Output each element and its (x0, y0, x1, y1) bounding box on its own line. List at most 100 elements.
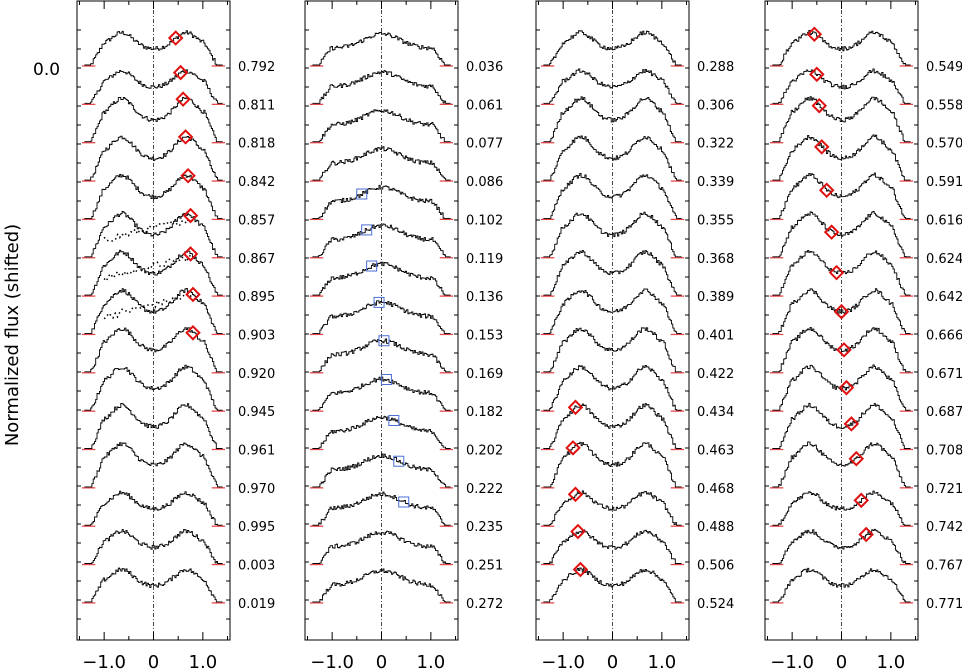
line-profile (543, 288, 682, 334)
phase-label: 0.102 (466, 213, 503, 228)
phase-label: 0.961 (238, 444, 275, 459)
line-profile (543, 490, 682, 526)
peak-square-marker (398, 496, 410, 508)
phase-label: 0.119 (466, 252, 503, 267)
phase-label: 0.288 (697, 60, 734, 75)
peak-diamond-marker (843, 416, 860, 432)
peak-diamond-marker (182, 246, 199, 262)
line-profile (772, 364, 911, 411)
phase-label: 0.368 (697, 252, 734, 267)
peak-square-marker (373, 296, 385, 308)
phase-label: 0.468 (697, 482, 734, 497)
phase-label: 0.077 (466, 137, 503, 152)
line-profile (772, 567, 911, 603)
line-profile (772, 326, 911, 373)
line-profile (543, 96, 682, 143)
phase-label: 0.666 (926, 328, 962, 343)
line-profile (84, 528, 223, 564)
phase-label: 0.970 (238, 482, 275, 497)
line-profile (312, 146, 451, 181)
line-profile (772, 96, 911, 143)
peak-diamond-marker (185, 286, 201, 303)
line-profile (772, 68, 911, 104)
peak-diamond-marker (182, 207, 199, 224)
panels-layer: −1.0 0 1.0 0.792 0.811 0.818 0.842 0.857 0.867 0.… (76, 0, 962, 671)
line-profile (312, 109, 451, 143)
peak-square-marker (393, 455, 405, 467)
x-tick-label: −1.0 (770, 652, 814, 671)
peak-diamond-marker (818, 182, 835, 199)
phase-label: 0.019 (238, 597, 275, 612)
line-profile (543, 365, 682, 411)
line-profile (312, 338, 451, 373)
phase-label: 0.624 (926, 252, 962, 267)
phase-label: 0.945 (238, 405, 275, 420)
phase-label: 0.401 (697, 328, 734, 343)
line-profile (772, 441, 911, 488)
phase-label: 0.792 (238, 60, 275, 75)
phase-label: 0.339 (697, 175, 734, 190)
peak-diamond-marker (828, 264, 845, 281)
line-profile (312, 415, 451, 449)
phase-label: 0.434 (697, 405, 734, 420)
line-profile (312, 31, 451, 66)
peak-diamond-marker (572, 561, 589, 578)
phase-label: 0.463 (697, 444, 734, 459)
line-profile (772, 288, 911, 334)
peak-diamond-marker (570, 523, 586, 540)
phase-label: 0.857 (238, 213, 275, 228)
phase-label: 0.061 (466, 98, 503, 113)
peak-diamond-marker (809, 66, 825, 83)
line-profile (312, 184, 451, 219)
phase-label: 0.235 (466, 520, 503, 535)
peak-diamond-marker (838, 379, 855, 396)
peak-diamond-marker (567, 399, 584, 416)
line-profile (312, 70, 451, 104)
peak-diamond-marker (858, 526, 874, 543)
phase-label: 0.251 (466, 559, 503, 574)
y-axis-label: Normalized flux (shifted) (2, 224, 23, 446)
panel-3: −1.0 0 1.0 0.288 0.306 0.322 0.339 0.355 0.368 0.… (535, 0, 734, 671)
peak-square-marker (361, 224, 373, 236)
line-profile (84, 30, 223, 66)
phase-label: 0.721 (926, 482, 962, 497)
phase-label: 0.671 (926, 367, 962, 382)
line-profile (312, 300, 451, 334)
peak-square-marker (366, 260, 378, 272)
phase-label: 0.153 (466, 328, 503, 343)
line-profile (84, 135, 223, 181)
phase-label: 0.488 (697, 520, 734, 535)
phase-label: 0.570 (926, 137, 962, 152)
phase-label: 0.616 (926, 213, 962, 228)
line-profile (312, 491, 451, 526)
phase-label: 0.086 (466, 175, 503, 190)
phase-label: 0.687 (926, 405, 962, 420)
line-profile (543, 211, 682, 258)
line-profile (84, 490, 223, 526)
line-profile (543, 403, 682, 449)
phase-label: 0.506 (697, 559, 734, 574)
phase-label: 0.036 (466, 60, 503, 75)
dotted-overlay-profile (103, 217, 194, 243)
phase-label: 0.895 (238, 290, 275, 305)
x-tick-label: −1.0 (82, 652, 126, 671)
phase-label: 0.771 (926, 597, 962, 612)
line-profile (543, 327, 682, 373)
line-profile (772, 211, 911, 258)
panel-2: −1.0 0 1.0 0.036 0.061 0.077 0.086 0.102 0.119 0.… (304, 0, 503, 671)
phase-label: 0.306 (697, 98, 734, 113)
line-profile (772, 30, 911, 66)
line-profile (772, 528, 911, 564)
phase-label: 0.867 (238, 252, 275, 267)
peak-square-marker (378, 335, 390, 347)
phase-label: 0.003 (238, 559, 275, 574)
phase-label: 0.842 (238, 175, 275, 190)
line-profile (312, 223, 451, 258)
line-profile (84, 567, 223, 603)
peak-diamond-marker (806, 26, 823, 43)
phase-label: 0.272 (466, 597, 503, 612)
line-profile (312, 568, 451, 603)
y-zero-label: 0.0 (33, 60, 60, 80)
line-profile (84, 249, 223, 296)
peak-diamond-marker (833, 303, 850, 320)
